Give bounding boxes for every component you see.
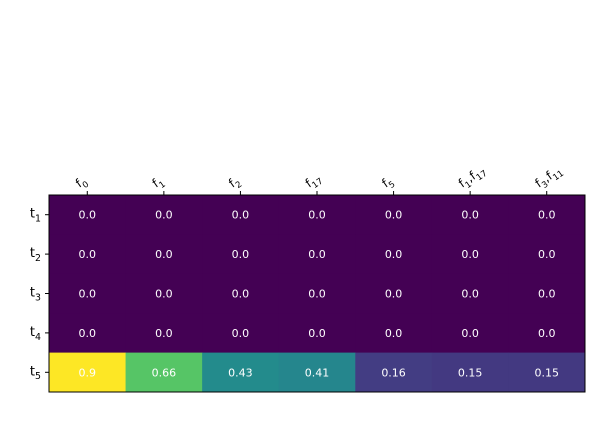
heatmap-cell	[49, 234, 127, 275]
heatmap-cell-value: 0.0	[232, 248, 250, 261]
heatmap-cell	[431, 273, 509, 314]
x-tick-label: f3,f11	[532, 163, 566, 194]
y-tick-label: t3	[30, 286, 41, 304]
heatmap-cell	[431, 234, 509, 275]
heatmap-cell-value: 0.0	[155, 288, 173, 301]
heatmap-cell	[125, 313, 203, 354]
heatmap-cell	[355, 273, 433, 314]
heatmap-cell-value: 0.0	[308, 288, 326, 301]
heatmap-cell	[355, 234, 433, 275]
heatmap-cell-value: 0.0	[461, 288, 479, 301]
heatmap-cell-value: 0.0	[461, 209, 479, 222]
heatmap-cell-value: 0.0	[232, 288, 250, 301]
heatmap-cell-value: 0.0	[461, 327, 479, 340]
heatmap-cell-value: 0.0	[385, 327, 403, 340]
heatmap-cell	[125, 234, 203, 275]
heatmap-cell	[278, 313, 356, 354]
heatmap-cell	[508, 195, 586, 235]
heatmap-cell	[431, 195, 509, 235]
x-axis-ticks: f0 f1 f2 f17 f5 f1,f17 f3,f11	[73, 163, 566, 195]
heatmap-cell	[508, 352, 586, 393]
heatmap-cell-value: 0.0	[308, 209, 326, 222]
heatmap-cell-value: 0.0	[79, 209, 97, 222]
heatmap-cell	[355, 195, 433, 235]
heatmap-cell	[508, 234, 586, 275]
heatmap-cell	[278, 273, 356, 314]
heatmap-cell	[278, 195, 356, 235]
heatmap-cell	[202, 195, 280, 235]
heatmap-cell-value: 0.15	[534, 366, 559, 379]
heatmap-cell-value: 0.0	[538, 288, 556, 301]
heatmap-cell	[431, 313, 509, 354]
heatmap-cell-value: 0.0	[232, 327, 250, 340]
heatmap-cell-value: 0.0	[79, 288, 97, 301]
heatmap-cell-value: 0.16	[381, 366, 406, 379]
heatmap-cell-value: 0.0	[385, 288, 403, 301]
y-tick-label: t2	[30, 246, 41, 264]
x-tick-label: f0	[73, 173, 91, 193]
heatmap-cells	[49, 195, 586, 393]
heatmap-cell	[125, 195, 203, 235]
heatmap-cell-value: 0.0	[538, 209, 556, 222]
heatmap-cell-value: 0.0	[308, 248, 326, 261]
y-tick-label: t1	[30, 207, 41, 225]
heatmap-cell-value: 0.0	[79, 248, 97, 261]
heatmap-cell-value: 0.0	[155, 248, 173, 261]
heatmap-cell-value: 0.0	[232, 209, 250, 222]
heatmap-cell	[508, 313, 586, 354]
x-tick-label: f17	[303, 170, 326, 193]
x-tick-label: f2	[226, 173, 244, 193]
heatmap-cell-value: 0.15	[458, 366, 483, 379]
heatmap-cell-value: 0.43	[228, 366, 253, 379]
y-axis-ticks: t1 t2 t3 t4 t5	[30, 207, 49, 382]
heatmap-cell-value: 0.0	[385, 209, 403, 222]
heatmap-cell	[355, 313, 433, 354]
x-tick-label: f1	[150, 173, 168, 193]
heatmap-cell-value: 0.0	[155, 209, 173, 222]
heatmap-cell-value: 0.9	[79, 366, 97, 379]
heatmap-cell	[202, 234, 280, 275]
heatmap-cell-labels: 0.0 0.0 0.0 0.0 0.0 0.0 0.0 0.0 0.0 0.0 0.0 0.0 0.0 0…	[79, 209, 559, 380]
heatmap-cell	[278, 352, 356, 393]
x-tick-label: f1,f17	[456, 163, 490, 194]
y-tick-label: t4	[30, 325, 41, 343]
heatmap-cell-value: 0.0	[538, 248, 556, 261]
heatmap-cell-value: 0.0	[79, 327, 97, 340]
heatmap-cell	[125, 352, 203, 393]
heatmap-cell	[49, 195, 127, 235]
heatmap-cell-value: 0.0	[308, 327, 326, 340]
heatmap-cell-value: 0.0	[155, 327, 173, 340]
heatmap-cell	[202, 273, 280, 314]
y-tick-label: t5	[30, 364, 41, 382]
heatmap-cell-value: 0.0	[538, 327, 556, 340]
heatmap-cell	[202, 313, 280, 354]
heatmap-cell	[202, 352, 280, 393]
heatmap-cell	[49, 313, 127, 354]
heatmap-cell	[508, 273, 586, 314]
heatmap-cell	[125, 273, 203, 314]
heatmap-cell	[355, 352, 433, 393]
heatmap-cell	[431, 352, 509, 393]
heatmap-cell-value: 0.41	[305, 366, 330, 379]
heatmap-cell	[49, 273, 127, 314]
heatmap-cell	[278, 234, 356, 275]
heatmap-cell-value: 0.0	[461, 248, 479, 261]
heatmap-cell-value: 0.0	[385, 248, 403, 261]
heatmap-cell-value: 0.66	[152, 366, 177, 379]
x-tick-label: f5	[379, 173, 397, 193]
heatmap-cell	[49, 352, 127, 393]
